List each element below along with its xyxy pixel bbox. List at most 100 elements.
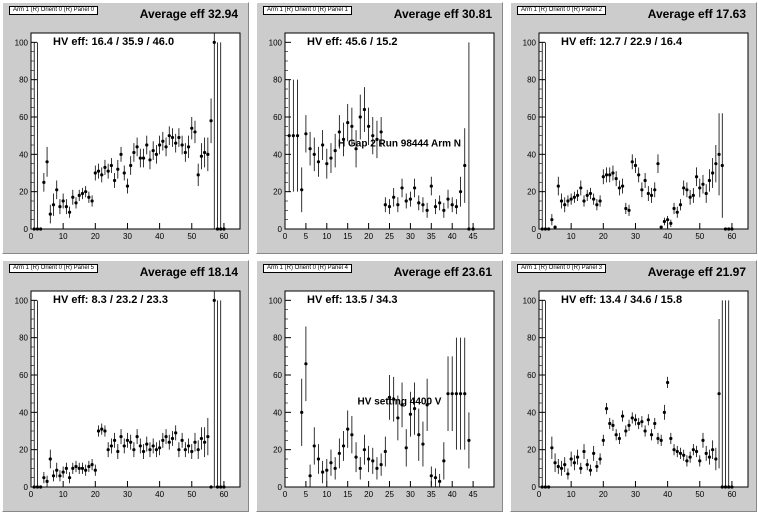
- data-point: [637, 173, 641, 177]
- data-point: [90, 199, 94, 203]
- y-tick-label: 20: [19, 446, 28, 455]
- data-point: [304, 132, 308, 136]
- y-tick-label: 40: [527, 408, 536, 417]
- x-tick-label: 40: [155, 232, 164, 241]
- data-point: [362, 107, 367, 112]
- data-point: [624, 429, 628, 433]
- data-point: [196, 173, 200, 177]
- data-point: [106, 448, 110, 452]
- data-point: [48, 457, 52, 461]
- data-point: [543, 485, 548, 489]
- y-tick-label: 20: [19, 188, 28, 197]
- data-point: [450, 203, 454, 207]
- plot-svg: 0 20 40 60 80 100 0 5 10 15 20 25 30 35 40 45 HV eff: 45…: [269, 32, 495, 241]
- x-tick-label: 40: [448, 490, 457, 499]
- data-point: [627, 423, 631, 427]
- data-point: [694, 449, 699, 454]
- x-tick-label: 5: [304, 490, 309, 499]
- data-point: [617, 436, 621, 441]
- data-point: [611, 171, 615, 175]
- data-point: [312, 444, 316, 448]
- data-point: [103, 429, 107, 433]
- data-point: [103, 165, 107, 169]
- data-point: [42, 476, 46, 480]
- y-tick-label: 60: [273, 113, 282, 122]
- x-tick-label: 0: [537, 490, 542, 499]
- data-point: [362, 448, 367, 452]
- x-tick-label: 20: [599, 232, 608, 241]
- data-point: [113, 178, 117, 183]
- plot-frame: [538, 290, 749, 488]
- data-point: [550, 446, 554, 450]
- x-tick-label: 30: [406, 232, 415, 241]
- data-point: [720, 163, 724, 168]
- data-point: [707, 178, 712, 183]
- data-point: [193, 440, 197, 444]
- data-point: [84, 190, 88, 194]
- chart-panel: Arm 1 (R) Orient 0 (R) Panel 5 Average ef…: [2, 260, 249, 512]
- data-point: [215, 485, 220, 489]
- data-point: [614, 177, 618, 181]
- x-tick-label: 30: [406, 490, 415, 499]
- data-point: [346, 427, 350, 431]
- data-point: [199, 154, 204, 158]
- x-tick-label: 30: [123, 232, 132, 241]
- panel-label: Arm 1 (R) Orient 0 (R) Panel 1: [263, 6, 353, 15]
- data-point: [691, 448, 695, 452]
- x-tick-label: 20: [364, 490, 373, 499]
- data-point: [433, 476, 438, 480]
- data-point: [209, 485, 213, 489]
- x-tick-label: 0: [29, 490, 34, 499]
- data-point: [375, 466, 379, 470]
- panel-label: Arm 1 (R) Orient 0 (R) Panel 2: [517, 6, 607, 15]
- plot-svg: 0 20 40 60 80 100 0 5 10 15 20 25 30 35 40 45 HV eff: 13…: [269, 290, 495, 499]
- data-point: [161, 438, 165, 442]
- data-point: [559, 466, 564, 470]
- y-tick-label: 40: [527, 150, 536, 159]
- data-point: [669, 436, 673, 441]
- y-tick-label: 40: [19, 408, 28, 417]
- data-point: [32, 485, 36, 489]
- data-point: [122, 444, 126, 448]
- data-point: [329, 461, 333, 465]
- data-point: [321, 470, 325, 474]
- data-point: [621, 184, 625, 188]
- chart-panel: Arm 1 (R) Orient 0 (R) Panel 4 Average ef…: [256, 260, 503, 512]
- x-tick-label: 50: [187, 490, 196, 499]
- x-tick-label: 40: [155, 490, 164, 499]
- data-point: [39, 227, 43, 231]
- data-point: [727, 485, 731, 489]
- data-point: [640, 420, 644, 424]
- data-point: [412, 186, 417, 190]
- data-point: [566, 199, 570, 203]
- y-tick-label: 80: [19, 334, 28, 343]
- chart-panel: Arm 1 (R) Orient 0 (R) Panel 0 Average ef…: [2, 2, 249, 254]
- y-tick-label: 80: [527, 76, 536, 85]
- data-point: [135, 435, 139, 439]
- x-tick-label: 10: [59, 232, 68, 241]
- data-point: [588, 191, 593, 196]
- data-point: [592, 197, 596, 201]
- data-point: [109, 444, 113, 448]
- data-point: [308, 147, 312, 151]
- data-point: [723, 227, 728, 231]
- x-tick-label: 30: [631, 490, 640, 499]
- data-point: [604, 407, 609, 411]
- data-point: [341, 137, 346, 141]
- data-point: [387, 395, 392, 399]
- data-point: [209, 119, 213, 123]
- data-point: [64, 205, 68, 209]
- data-point: [646, 191, 650, 196]
- data-point: [694, 175, 699, 179]
- average-eff-label: Average eff 32.94: [139, 7, 238, 21]
- data-point: [701, 182, 705, 186]
- data-point: [656, 162, 660, 166]
- data-point: [164, 435, 168, 439]
- data-point: [582, 199, 586, 203]
- data-point: [219, 227, 223, 231]
- data-point: [698, 459, 702, 463]
- data-point: [678, 451, 683, 455]
- x-tick-label: 20: [91, 232, 100, 241]
- x-tick-label: 0: [537, 232, 542, 241]
- data-point: [621, 414, 625, 418]
